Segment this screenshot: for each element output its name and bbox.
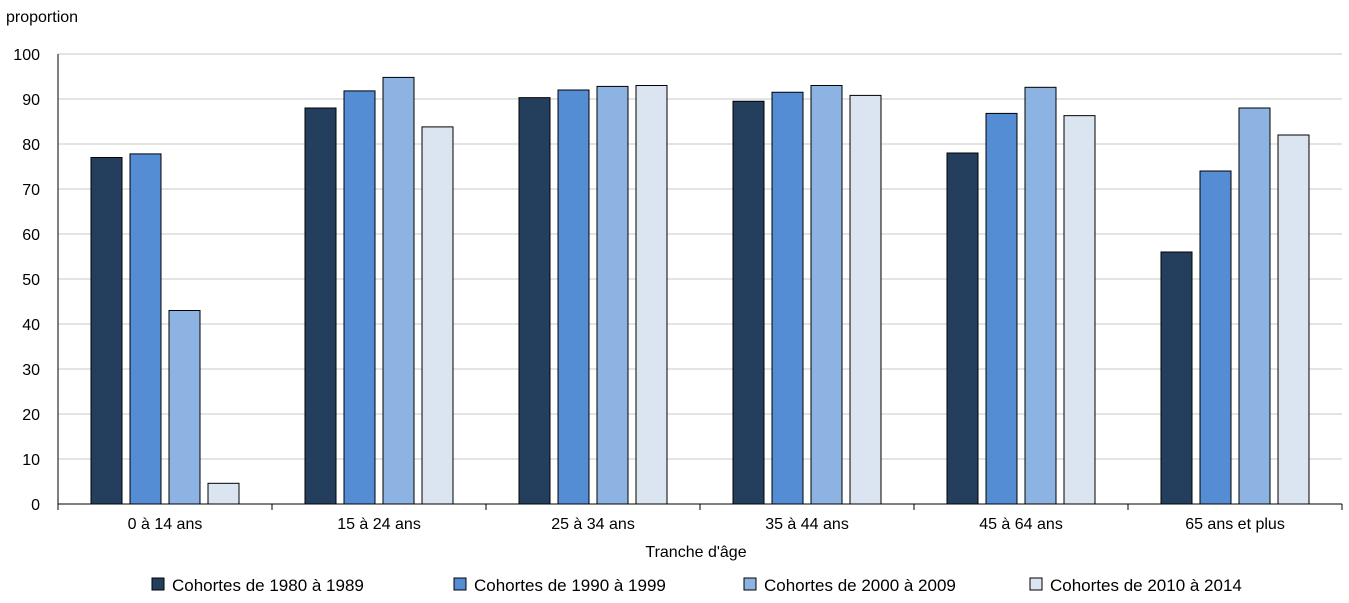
y-tick-label: 80 [22, 137, 40, 154]
y-axis-title: proportion [6, 9, 78, 26]
y-axis-ticks: 0 10 20 30 40 50 60 70 80 90 100 [13, 47, 40, 514]
bar-1-6 [1160, 251, 1193, 505]
x-axis-ticks: 0 à 14 ans 15 à 24 ans 25 à 34 ans 35 à 44 … [57, 504, 1343, 533]
y-tick-label: 90 [22, 92, 40, 109]
bar-1-3 [518, 97, 551, 505]
legend-swatch [151, 577, 165, 591]
bar-3-2 [382, 76, 415, 505]
legend-label: Cohortes de 1980 à 1989 [172, 576, 364, 595]
bar-2-3 [557, 89, 590, 505]
y-tick-label: 10 [22, 452, 40, 469]
y-tick-label: 40 [22, 317, 40, 334]
y-tick-label: 30 [22, 362, 40, 379]
bar-1-5 [946, 152, 979, 505]
bar-2-4 [771, 91, 804, 505]
bar-4-5 [1063, 115, 1096, 505]
legend-swatch [743, 577, 757, 591]
bar-4-4 [849, 94, 882, 505]
bar-1-2 [304, 107, 337, 505]
bar-3-5 [1024, 86, 1057, 505]
y-tick-label: 50 [22, 272, 40, 289]
bar-1-1 [90, 157, 123, 505]
bar-2-1 [129, 153, 162, 505]
x-tick-label: 35 à 44 ans [765, 516, 849, 533]
bar-4-1 [207, 482, 240, 505]
bar-2-6 [1199, 170, 1232, 505]
x-axis-title: Tranche d'âge [645, 544, 746, 561]
legend-label: Cohortes de 2000 à 2009 [764, 576, 956, 595]
legend-swatch [1029, 577, 1043, 591]
bar-4-6 [1277, 134, 1310, 505]
y-tick-label: 100 [13, 47, 40, 64]
legend-swatch [453, 577, 467, 591]
bar-1-4 [732, 100, 765, 505]
bar-4-2 [421, 126, 454, 505]
x-tick-label: 65 ans et plus [1185, 516, 1285, 533]
y-tick-label: 0 [31, 497, 40, 514]
x-tick-label: 25 à 34 ans [551, 516, 635, 533]
bar-2-5 [985, 112, 1018, 505]
bar-3-1 [168, 310, 201, 505]
y-tick-label: 20 [22, 407, 40, 424]
bar-3-6 [1238, 107, 1271, 505]
bar-2-2 [343, 90, 376, 505]
bar-3-4 [810, 85, 843, 505]
legend: Cohortes de 1980 à 1989 Cohortes de 1990 … [151, 576, 1242, 595]
legend-label: Cohortes de 2010 à 2014 [1050, 576, 1242, 595]
bar-3-3 [596, 85, 629, 505]
bars [90, 76, 1310, 505]
x-tick-label: 45 à 64 ans [979, 516, 1063, 533]
y-tick-label: 70 [22, 182, 40, 199]
legend-label: Cohortes de 1990 à 1999 [474, 576, 666, 595]
gridlines [58, 53, 1342, 460]
x-tick-label: 0 à 14 ans [128, 516, 203, 533]
bar-4-3 [635, 85, 668, 505]
y-tick-label: 60 [22, 227, 40, 244]
x-tick-label: 15 à 24 ans [337, 516, 421, 533]
